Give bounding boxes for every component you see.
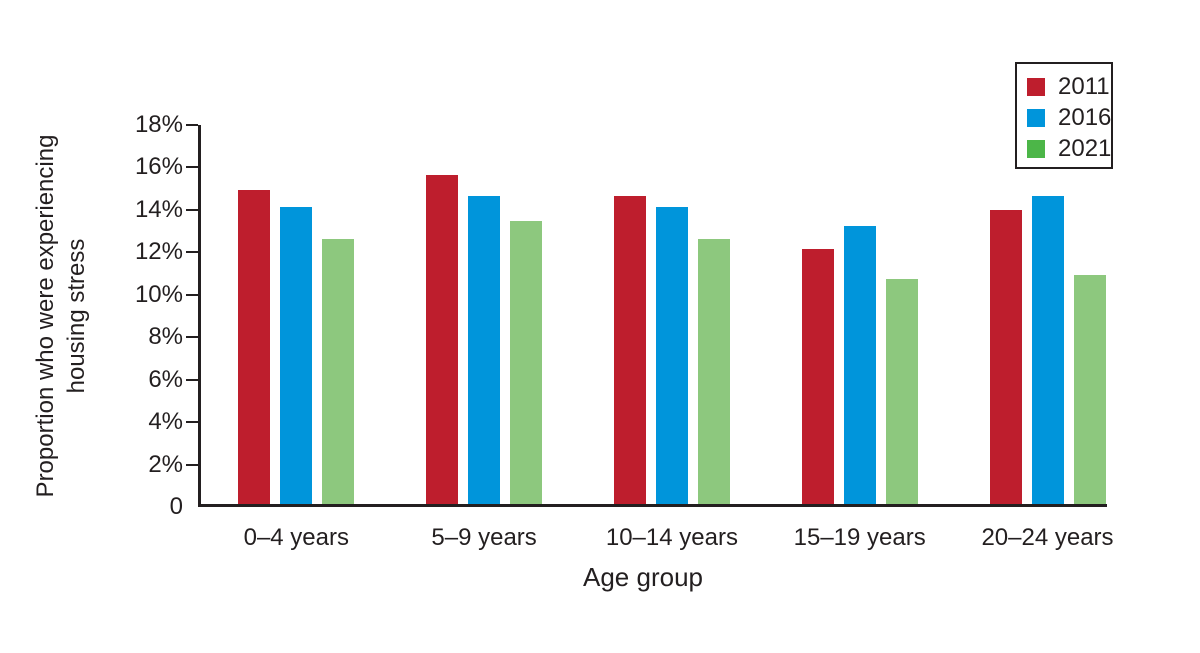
x-tick-label: 20–24 years [981,524,1114,551]
legend-label-2021: 2021 [1058,135,1112,162]
legend-label-2011: 2011 [1058,73,1110,100]
x-tick-label: 15–19 years [793,524,926,551]
legend-label-2016: 2016 [1058,104,1112,131]
bar-2016-5-9-years [468,196,501,504]
y-axis-title-line2: housing stress [63,238,90,394]
y-tick-mark [186,336,198,339]
y-tick-mark [186,378,198,381]
bar-2021-20-24-years [1073,274,1106,504]
y-tick-label: 10% [134,280,183,308]
y-tick-label: 4% [148,408,183,436]
y-tick-mark [186,208,198,211]
legend-item-2016: 2016 [1027,106,1111,130]
x-tick-label: 0–4 years [243,524,349,551]
legend-item-2011: 2011 [1027,75,1110,99]
bar-2011-5-9-years [426,175,459,504]
x-axis-title: Age group [583,562,703,592]
y-tick-label: 0 [169,493,183,520]
bar-2016-15-19-years [843,226,876,504]
bar-2011-10-14-years [613,196,646,504]
y-tick-label: 14% [134,195,183,223]
x-tick-label: 5–9 years [431,524,537,551]
bar-2016-10-14-years [655,206,688,504]
y-tick-mark [186,421,198,424]
bar-2016-20-24-years [1031,196,1064,504]
plot-area: 18% 16% 14% 12% 10% 8% 6% 4% 2% 0 0–4 years 5–9 yea… [135,112,1114,552]
y-tick-label: 16% [134,153,183,181]
y-tick-mark [186,166,198,169]
y-tick-mark [186,293,198,296]
bar-2021-0-4-years [322,238,355,504]
bar-2011-15-19-years [801,249,834,504]
bar-2016-0-4-years [280,206,313,504]
bar-2011-0-4-years [238,189,271,504]
y-axis-title: Proportion who were experiencing housing… [30,125,160,507]
legend-swatch-2016 [1027,109,1045,127]
y-tick-label: 12% [134,238,183,266]
y-tick-mark [186,463,198,466]
y-tick-label: 2% [148,450,183,478]
y-axis-title-line1: Proportion who were experiencing [32,134,59,498]
legend: 2011 2016 2021 [1015,62,1113,169]
y-tick-label: 18% [134,111,183,138]
legend-swatch-2011 [1027,78,1045,96]
legend-swatch-2021 [1027,140,1045,158]
y-tick-mark [186,251,198,254]
legend-item-2021: 2021 [1027,137,1111,161]
y-tick-mark [186,124,198,126]
bar-2021-15-19-years [885,279,918,504]
x-tick-label: 10–14 years [605,524,738,551]
y-tick-label: 6% [148,365,183,393]
bar-2021-10-14-years [697,238,730,504]
y-tick-label: 8% [148,323,183,351]
bar-2021-5-9-years [510,220,543,504]
bar-2011-20-24-years [989,210,1022,504]
